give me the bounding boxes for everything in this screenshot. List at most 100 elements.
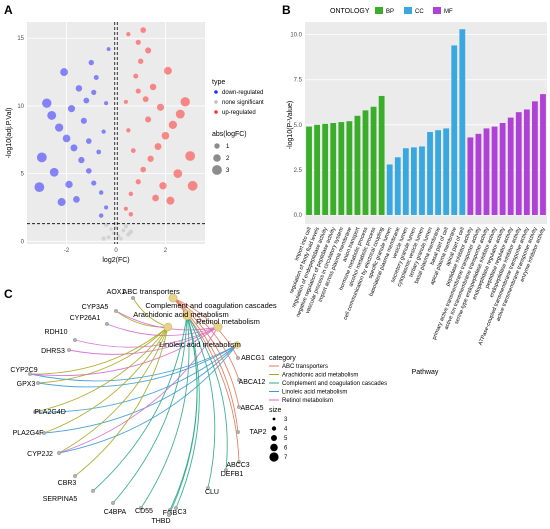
bar: [499, 123, 506, 215]
volcano-plot: -2 0 2 0 5 10 15 log2(FC) -log10(adj.P.Val) ty…: [6, 22, 264, 264]
size-legend-swatch: [271, 426, 277, 431]
gene-node: [236, 405, 241, 410]
gene-node-label: DEFB1: [221, 471, 244, 478]
volcano-point: [152, 194, 159, 202]
volcano-point: [91, 180, 97, 186]
volcano-point: [119, 236, 123, 241]
gene-node: [167, 508, 172, 513]
network-edge: [34, 326, 169, 413]
network-edge: [37, 326, 169, 384]
size-legend-swatch: [214, 143, 220, 149]
volcano-point: [116, 234, 121, 238]
gene-node: [138, 506, 143, 511]
gene-node-label: C3: [178, 509, 187, 516]
bar: [306, 126, 312, 215]
bar: [370, 106, 377, 215]
network-edge: [112, 314, 188, 504]
panel-letter-a: A: [4, 3, 13, 17]
gene-node: [72, 338, 77, 343]
volcano-point: [161, 131, 170, 140]
volcano-point: [85, 138, 92, 144]
volcano-point: [128, 211, 134, 217]
gene-node-label: THBD: [151, 518, 170, 525]
volcano-point: [185, 151, 196, 161]
category-legend-label: Retinol metabolism: [282, 398, 333, 404]
volcano-ticks: -2 0 2 0 5 10 15: [17, 36, 167, 254]
gene-node: [130, 296, 135, 301]
pathway-node: [168, 293, 178, 303]
volcano-point: [91, 89, 97, 95]
ontology-legend-label: MF: [444, 9, 453, 15]
size-legend-title: abs(logFC): [212, 131, 247, 138]
gene-node: [235, 430, 240, 435]
gene-node-label: PLA2G4D: [34, 409, 66, 416]
gene-node: [36, 381, 41, 386]
network-pathway-nodes: ABC transporters Complement and coagulati…: [122, 287, 277, 349]
volcano-point: [140, 27, 147, 33]
type-legend-swatch: [214, 100, 218, 104]
pathway-node-label: ABC transporters: [122, 287, 180, 296]
size-legend-swatch: [269, 452, 279, 462]
pathway-node: [213, 322, 223, 332]
bar: [386, 164, 393, 215]
type-legend-swatch: [214, 110, 218, 114]
gene-node-label: ABCC3: [226, 462, 249, 469]
volcano-point: [168, 120, 177, 130]
volcano-point: [47, 110, 57, 120]
category-legend-label: Arachidonic acid metabolism: [282, 373, 358, 379]
gene-node-label: C4BPA: [104, 509, 127, 516]
size-legend-swatch: [270, 443, 278, 452]
volcano-point: [164, 66, 172, 75]
go-bar-chart: ONTOLOGY BP CC MF 0.0 2.5 5.0 7.5 10.0 import i…: [287, 7, 547, 376]
network-edge: [43, 326, 169, 434]
volcano-point: [114, 226, 118, 230]
pathway-node: [181, 309, 193, 321]
gene-node: [205, 486, 210, 491]
bar: [378, 95, 385, 215]
volcano-point: [123, 224, 128, 229]
volcano-point: [173, 169, 183, 178]
volcano-point: [101, 236, 106, 241]
gene-node-label: PLA2G4F: [13, 430, 44, 437]
bar: [314, 124, 321, 215]
gene-node: [28, 372, 33, 377]
volcano-point: [140, 166, 147, 173]
volcano-point: [147, 155, 154, 162]
size-legend-label: 6: [284, 446, 288, 452]
volcano-point: [104, 205, 109, 210]
gene-node: [33, 410, 38, 415]
size-legend-label: 3: [284, 417, 288, 423]
type-legend-label: none significant: [222, 100, 264, 106]
volcano-y-tick-label: 15: [17, 36, 24, 42]
volcano-point: [135, 88, 141, 94]
bar-plot-area: [305, 22, 547, 224]
type-legend-swatch: [214, 90, 218, 94]
gene-node: [113, 309, 118, 314]
size-legend-label: 7: [284, 455, 288, 461]
ontology-legend-swatch: [404, 7, 412, 14]
volcano-point: [65, 180, 73, 189]
category-legend-label: Complement and coagulation cascades: [282, 381, 387, 387]
network-edges: [29, 297, 240, 516]
network-edge: [29, 326, 169, 375]
bar: [523, 109, 530, 215]
volcano-point: [166, 196, 175, 205]
volcano-x-tick-label: -2: [64, 248, 70, 254]
bar-y-tick-label: 0.0: [294, 213, 303, 219]
network-edge: [168, 314, 198, 516]
volcano-x-tick-label: 2: [164, 248, 168, 254]
volcano-x-tick-label: 0: [114, 248, 118, 254]
ontology-legend-label: BP: [386, 9, 394, 15]
gene-node-label: CD55: [135, 508, 153, 515]
network-edge: [172, 297, 240, 408]
gene-node-label: CLU: [205, 489, 219, 496]
volcano-point: [85, 168, 92, 174]
size-legend-title: size: [269, 407, 282, 414]
network-edge: [37, 344, 238, 388]
volcano-point: [96, 149, 102, 155]
volcano-point: [138, 58, 144, 64]
volcano-point: [101, 129, 106, 134]
network-edge: [172, 297, 239, 359]
